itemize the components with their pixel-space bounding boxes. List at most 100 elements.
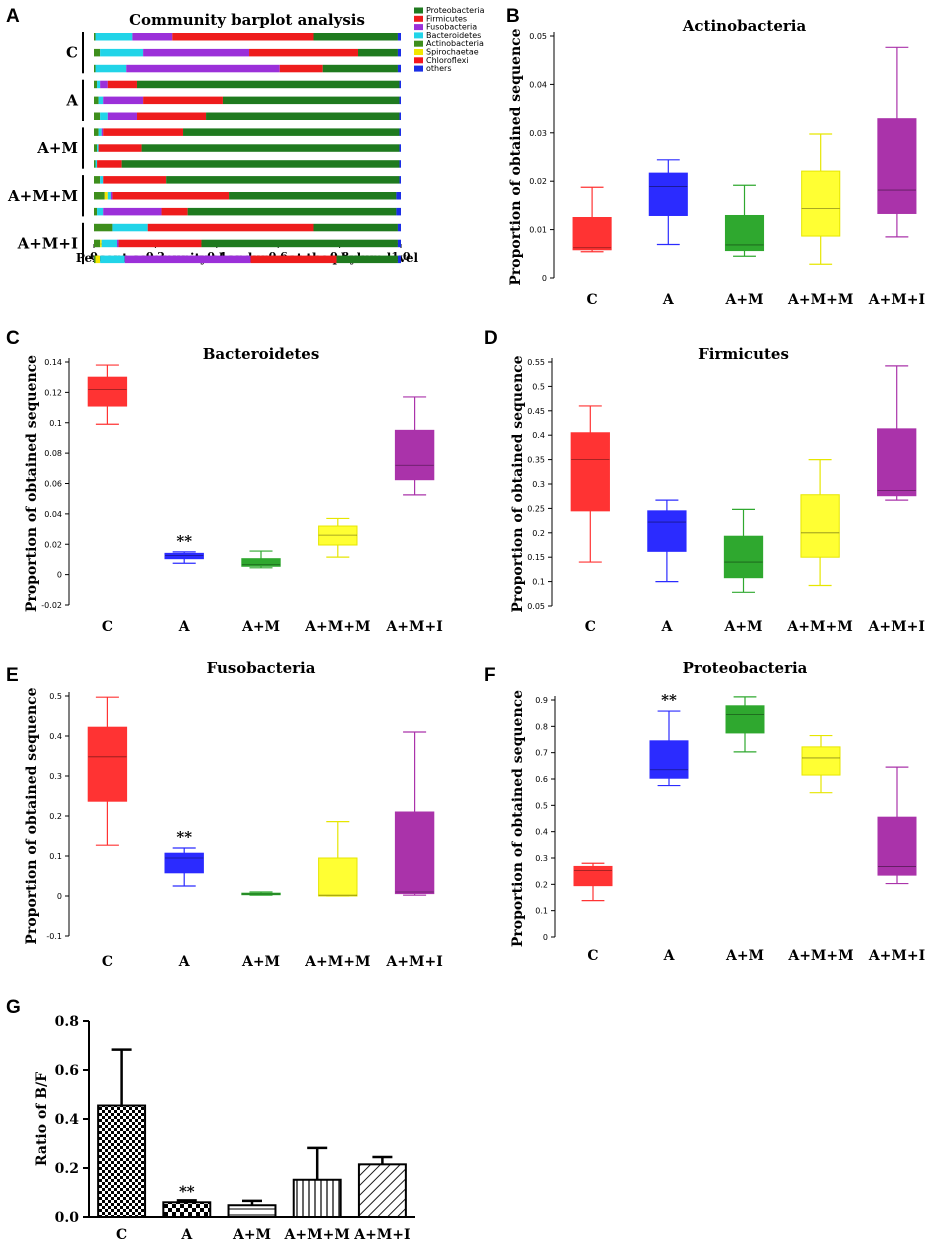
chart-c-y-tick-label: 0.12 (44, 388, 62, 397)
chart-b-box (724, 214, 765, 252)
chart-c-title: Bacteroidetes (203, 345, 320, 363)
chart-g-x-tick-label: A+M (232, 1227, 271, 1243)
chart-a-bar-segment (94, 144, 98, 152)
chart-f-y-tick-label: 0.3 (535, 854, 548, 863)
chart-b-y-tick-label: 0.05 (529, 32, 547, 41)
panel-label-d: D (484, 328, 498, 349)
chart-c-x-tick-label: A (178, 619, 191, 635)
chart-f-y-tick-label: 0.4 (535, 828, 548, 837)
chart-a-bar-segment (399, 176, 401, 184)
chart-a-bar-segment (110, 192, 113, 200)
chart-a-bar-segment (166, 176, 400, 184)
chart-a-bar-segment (97, 207, 104, 216)
chart-c-y-tick-label: 0.14 (44, 358, 62, 367)
chart-c-y-tick-label: -0.02 (41, 601, 62, 610)
chart-a-bar-segment (136, 80, 400, 89)
chart-e-y-tick-label: -0.1 (46, 932, 62, 941)
chart-e-ylabel: Proportion of obtained sequence (24, 687, 40, 944)
chart-f-y-tick-label: 0.5 (535, 801, 548, 810)
chart-a-bar-segment (358, 48, 398, 57)
chart-d-box (647, 510, 687, 552)
chart-g-y-tick-label: 0.6 (55, 1063, 79, 1079)
chart-f-x-tick-label: C (587, 948, 598, 964)
chart-c-x-tick-label: A+M (241, 619, 280, 635)
chart-b-x-tick-label: A+M+M (787, 292, 853, 308)
chart-g-bar-chart: Ratio of B/F 0.0 0.2 0.4 0.6 0.8 C A A+M A+M+M A+M… (34, 1014, 415, 1243)
chart-a-bar-segment (94, 192, 105, 200)
chart-a-legend-swatch (414, 24, 423, 31)
chart-a-bar-segment (103, 176, 167, 184)
chart-b-x-tick-label: C (587, 292, 598, 308)
panel-label-c: C (6, 328, 20, 349)
chart-a-bar-segment (397, 255, 401, 264)
chart-f-x-tick-label: A+M+M (787, 948, 853, 964)
chart-a-bar-segment (397, 64, 401, 73)
chart-a-bar-segment (397, 33, 401, 41)
chart-a-bar-segment (103, 96, 144, 105)
panel-label-g: G (6, 997, 21, 1018)
chart-a-bar-segment (100, 239, 102, 248)
chart-a-bar-segment (98, 144, 142, 152)
chart-g-bar (162, 1201, 212, 1219)
chart-a-bar-segment (103, 128, 184, 136)
chart-a-bar-segment (313, 223, 398, 232)
chart-f-y-tick-label: 0.9 (535, 696, 548, 705)
chart-g-bar (97, 1104, 147, 1219)
chart-f-boxplot: Proteobacteria Proportion of obtained seq… (510, 659, 925, 964)
chart-a-bar-segment (94, 80, 98, 89)
chart-a-bar-segment (97, 144, 99, 152)
chart-d-y-tick-label: 0.2 (532, 529, 545, 538)
chart-a-bar-segment (98, 128, 102, 136)
chart-f-y-tick-label: 0.8 (535, 722, 548, 731)
chart-a-bar-segment (399, 144, 401, 152)
chart-d-box (723, 535, 764, 579)
chart-g-bar (292, 1178, 342, 1219)
chart-a-bar-segment (121, 160, 400, 168)
chart-a-bar-segment (107, 192, 111, 200)
chart-c-x-tick-label: A+M+M (304, 619, 370, 635)
chart-a-bar-segment (100, 112, 108, 120)
chart-a-legend-swatch (414, 7, 423, 14)
chart-c-y-tick-label: 0.02 (44, 540, 62, 549)
chart-a-bar-segment (94, 160, 96, 168)
chart-f-significance-mark: ** (661, 691, 677, 709)
chart-e-box (394, 811, 435, 895)
chart-g-y-tick-label: 0.0 (55, 1210, 80, 1226)
chart-d-y-tick-label: 0.1 (532, 578, 545, 587)
chart-a-legend-swatch (414, 32, 423, 39)
chart-b-y-tick-label: 0.04 (529, 80, 547, 89)
chart-d-x-tick-label: A+M+I (868, 619, 925, 635)
chart-a-legend-label: others (426, 64, 451, 73)
chart-g-x-tick-label: A (180, 1227, 193, 1243)
chart-e-y-tick-label: 0.4 (49, 732, 62, 741)
chart-c-x-tick-label: A+M+I (385, 619, 442, 635)
chart-a-bar-segment (112, 223, 148, 232)
chart-f-x-tick-label: A (663, 948, 676, 964)
chart-a-bar-segment (95, 160, 98, 168)
chart-a-legend-label: Fusobacteria (426, 23, 477, 32)
chart-a-legend-label: Firmicutes (426, 14, 467, 23)
chart-b-box (801, 170, 841, 237)
chart-f-y-tick-label: 0.1 (535, 907, 548, 916)
chart-a-bar-segment (94, 48, 101, 57)
chart-a-bar-segment (112, 192, 230, 200)
chart-a-bar-segment (143, 48, 250, 57)
chart-e-y-tick-label: 0.1 (49, 852, 62, 861)
chart-e-x-tick-label: C (102, 954, 113, 970)
chart-g-y-tick-label: 0.2 (55, 1161, 79, 1177)
chart-a-bar-segment (399, 128, 401, 136)
panel-label-e: E (6, 665, 19, 686)
chart-a-legend-label: Chloroflexi (426, 56, 469, 65)
chart-a-bar-segment (107, 112, 137, 120)
chart-a-bar-segment (94, 33, 96, 41)
chart-d-box (570, 432, 610, 512)
chart-a-bar-segment (101, 128, 104, 136)
chart-a-bar-segment (249, 48, 359, 57)
chart-c-boxplot: Bacteroidetes Proportion of obtained sequ… (24, 345, 443, 635)
chart-a-bar-segment (222, 96, 400, 105)
chart-a-bar-segment (183, 128, 400, 136)
chart-b-boxplot: Actinobacteria Proportion of obtained seq… (508, 17, 925, 308)
chart-e-boxplot: Fusobacteria Proportion of obtained seque… (24, 659, 443, 970)
chart-a-bar-segment (94, 112, 101, 120)
chart-a-legend-swatch (414, 49, 423, 55)
